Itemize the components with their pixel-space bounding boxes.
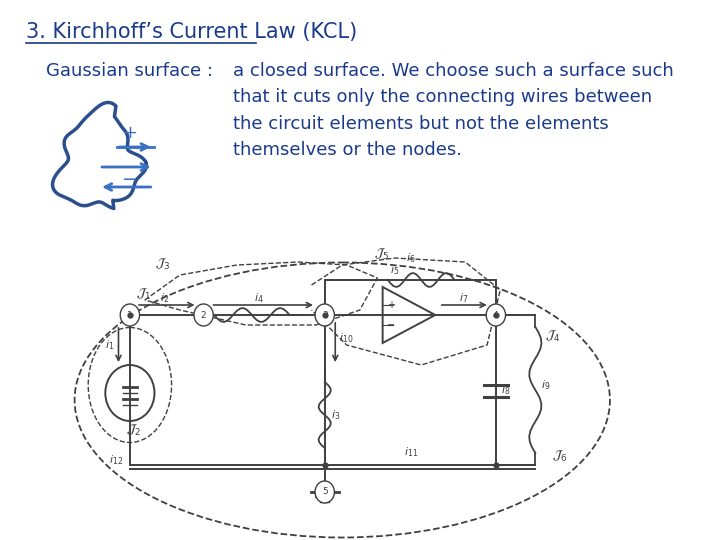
Circle shape <box>194 304 213 326</box>
Text: +: + <box>122 124 138 142</box>
Text: Gaussian surface :: Gaussian surface : <box>45 62 212 80</box>
Text: $\mathcal{J}_6$: $\mathcal{J}_6$ <box>552 449 567 464</box>
Text: $i_7$: $i_7$ <box>459 291 468 305</box>
Text: $\mathcal{J}_5$: $\mathcal{J}_5$ <box>374 247 390 262</box>
Text: −: − <box>387 320 395 330</box>
Text: 2: 2 <box>201 310 207 320</box>
Text: $i_{12}$: $i_{12}$ <box>109 453 123 467</box>
Text: $i_9$: $i_9$ <box>541 378 551 392</box>
Text: 4: 4 <box>493 310 499 320</box>
Text: $\mathcal{J}_3$: $\mathcal{J}_3$ <box>155 257 170 272</box>
Text: a closed surface. We choose such a surface such
that it cuts only the connecting: a closed surface. We choose such a surfa… <box>233 62 673 159</box>
Circle shape <box>315 481 334 503</box>
Text: −: − <box>122 170 138 188</box>
Circle shape <box>315 304 334 326</box>
Circle shape <box>120 304 140 326</box>
Text: $i_{11}$: $i_{11}$ <box>404 445 418 459</box>
Text: 3. Kirchhoff’s Current Law (KCL): 3. Kirchhoff’s Current Law (KCL) <box>27 22 358 42</box>
Text: $i_3$: $i_3$ <box>330 408 340 422</box>
Text: $i_4$: $i_4$ <box>254 291 264 305</box>
Text: $i_8$: $i_8$ <box>501 383 510 397</box>
Text: +: + <box>387 300 395 310</box>
Text: 3: 3 <box>322 310 328 320</box>
Text: $i_2$: $i_2$ <box>161 291 170 305</box>
Text: 1: 1 <box>127 310 132 320</box>
Text: $i_6$: $i_6$ <box>406 251 415 265</box>
Text: $\mathcal{J}_4$: $\mathcal{J}_4$ <box>545 329 560 344</box>
Text: $i_5$: $i_5$ <box>390 263 400 277</box>
Text: $\mathcal{J}_2$: $\mathcal{J}_2$ <box>126 422 140 437</box>
Text: $\mathcal{J}_1$: $\mathcal{J}_1$ <box>135 287 150 302</box>
Text: 5: 5 <box>322 488 328 496</box>
Text: $i_{10}$: $i_{10}$ <box>339 331 354 345</box>
Circle shape <box>486 304 505 326</box>
Text: $i_1$: $i_1$ <box>105 338 114 352</box>
